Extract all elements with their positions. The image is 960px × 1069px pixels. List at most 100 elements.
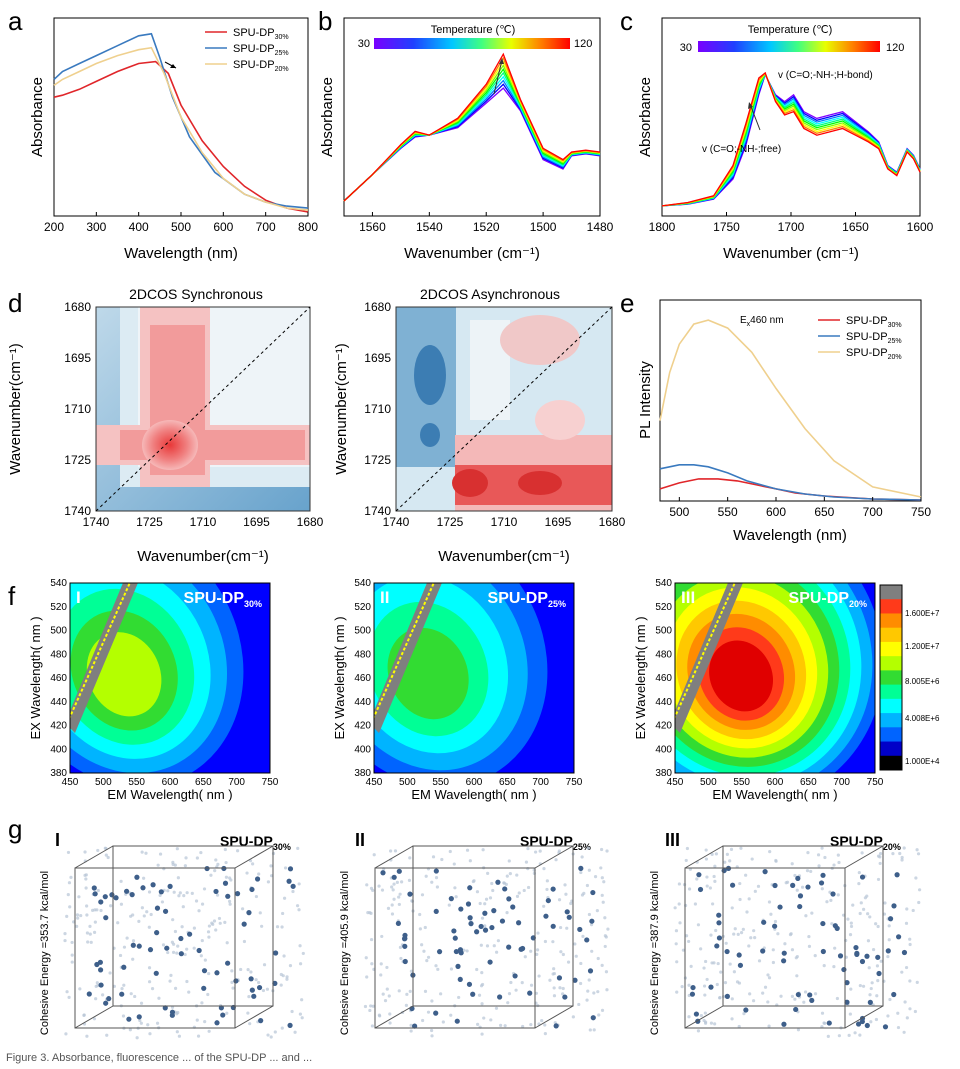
atom — [590, 949, 594, 953]
atom — [200, 902, 205, 906]
chart-e: e Ex460 nm SPU-DP30% SPU-DP25% SPU-DP20% 5… — [620, 288, 931, 544]
atom — [753, 936, 757, 940]
atom — [258, 911, 262, 915]
atom — [471, 879, 475, 884]
atom — [596, 956, 600, 961]
dp-unit — [527, 990, 533, 996]
atom — [269, 864, 273, 868]
chart-c-tick-label: 1700 — [778, 220, 805, 234]
dp-unit — [696, 872, 702, 878]
atom — [173, 986, 178, 990]
atom — [390, 912, 395, 916]
atom — [370, 1024, 375, 1028]
colorbar-label: 8.005E+6 — [905, 677, 940, 686]
atom — [905, 1016, 909, 1020]
chart-c: c Temperature (℃) 30 120 v (C=O;-NH-;H-b… — [620, 6, 934, 262]
eem-ylabel: EX Wavelength( nm ) — [28, 616, 43, 739]
atom — [739, 846, 743, 850]
excitation-note: Ex460 nm — [740, 315, 784, 328]
atom — [249, 970, 253, 974]
atom — [723, 860, 727, 864]
atom — [836, 893, 840, 897]
atom — [709, 933, 713, 937]
atom — [85, 931, 90, 935]
cell-box-edge — [74, 1005, 114, 1029]
atom — [878, 861, 882, 866]
atom — [580, 893, 585, 897]
atom — [737, 1024, 741, 1029]
atom — [480, 982, 485, 987]
eem-xlabel: EM Wavelength( nm ) — [411, 787, 536, 802]
atom — [767, 1024, 771, 1028]
atom — [604, 970, 609, 974]
dp-unit — [234, 891, 241, 897]
atom — [290, 1009, 294, 1014]
arrow-head-icon — [748, 102, 753, 109]
atom — [871, 947, 876, 952]
atom — [418, 927, 422, 931]
atom — [177, 1034, 181, 1038]
eem-y-tick-label: 440 — [354, 697, 371, 708]
chart-a-legend-label: SPU-DP30% — [233, 27, 289, 41]
atom — [774, 858, 778, 863]
atom — [542, 867, 546, 871]
atom — [849, 987, 853, 991]
sync-x-tick-label: 1680 — [297, 515, 324, 529]
atom — [605, 988, 609, 992]
dp-unit — [98, 982, 104, 988]
colorbar-label: 1.000E+4 — [905, 757, 940, 766]
panel-label-f: f — [8, 581, 16, 611]
sync-y-tick-label: 1740 — [64, 504, 91, 518]
atom — [148, 1032, 152, 1036]
sync-x-tick-label: 1725 — [136, 515, 163, 529]
eem-y-tick-label: 460 — [655, 673, 672, 684]
atom — [409, 1029, 413, 1033]
dp-unit — [218, 1005, 224, 1011]
atom — [918, 888, 922, 892]
atom — [426, 1010, 431, 1014]
atom — [742, 1012, 746, 1016]
dp-unit — [103, 1000, 109, 1006]
eem-sample-label: SPU-DP30% — [184, 590, 262, 609]
dp-unit — [589, 918, 595, 924]
atom — [377, 1013, 381, 1017]
atom — [813, 954, 817, 958]
atom — [70, 960, 74, 964]
chart-b: b Temperature (℃) 30 120 1560 1540 1520 150… — [318, 6, 614, 262]
atom — [158, 852, 163, 856]
eem-x-tick-label: 650 — [499, 777, 516, 788]
atom — [84, 886, 88, 890]
atom — [380, 934, 384, 939]
atom — [529, 949, 533, 953]
atom — [454, 895, 458, 899]
atom — [848, 933, 853, 937]
atom — [561, 952, 565, 957]
atom — [485, 944, 490, 948]
atom — [447, 903, 451, 907]
sync-x-tick-label: 1695 — [243, 515, 270, 529]
dp-unit — [577, 926, 583, 933]
atom — [916, 852, 921, 856]
atom — [483, 924, 487, 928]
atom — [677, 902, 681, 906]
atom — [195, 1018, 199, 1022]
dp-unit — [859, 874, 866, 880]
chart-e-xlabel: Wavelength (nm) — [733, 527, 847, 544]
atom — [502, 881, 507, 885]
dp-unit — [225, 960, 231, 966]
dp-unit — [590, 1015, 596, 1021]
atom — [246, 968, 250, 972]
atom — [748, 992, 752, 996]
atom — [552, 986, 556, 990]
temperature-curve — [661, 72, 921, 207]
atom — [718, 996, 722, 1000]
atom — [387, 994, 391, 998]
atom — [133, 994, 137, 999]
atom — [858, 1033, 862, 1037]
atom — [879, 959, 883, 963]
atom — [215, 893, 220, 897]
dp-unit — [433, 908, 439, 915]
atom — [297, 908, 301, 912]
eem-roman-label: III — [681, 588, 695, 607]
atom — [779, 994, 783, 998]
